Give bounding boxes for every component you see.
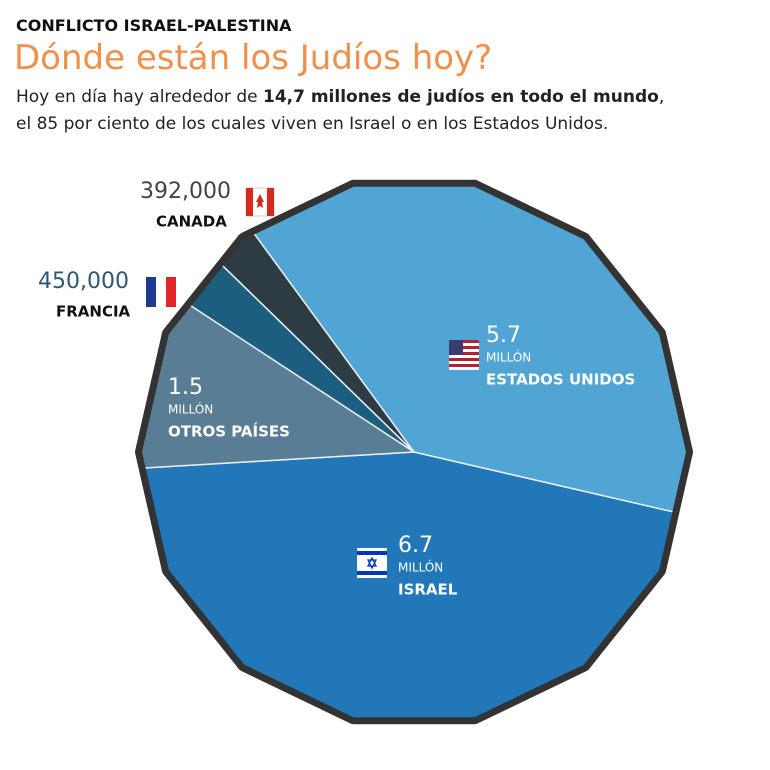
subtitle-bold: 14,7 millones de judíos en todo el mundo xyxy=(262,87,659,107)
unit-label: MILLÓN xyxy=(486,350,531,365)
subtitle-text: , xyxy=(658,87,665,107)
flag-canada xyxy=(245,187,275,217)
value-label: 1.5 xyxy=(168,375,203,400)
headline: Dónde están los Judíos hoy? xyxy=(14,38,493,78)
category-label: ISRAEL xyxy=(398,581,458,599)
value-label: 392,000 xyxy=(140,179,231,204)
value-label: 6.7 xyxy=(398,533,433,558)
value-label: 450,000 xyxy=(38,269,129,294)
flag-israel xyxy=(357,548,387,578)
value-label: 5.7 xyxy=(486,323,521,348)
category-label: CANADA xyxy=(156,213,227,231)
flag-usa xyxy=(449,340,479,370)
category-label: ESTADOS UNIDOS xyxy=(486,371,635,389)
category-label: FRANCIA xyxy=(56,303,131,321)
subtitle-text: el 85 por ciento de los cuales viven en … xyxy=(16,114,609,134)
unit-label: MILLÓN xyxy=(398,560,443,575)
category-label: OTROS PAÍSES xyxy=(168,422,290,441)
subtitle-text: Hoy en día hay alrededor de xyxy=(16,87,263,107)
subtitle: Hoy en día hay alrededor de 14,7 millone… xyxy=(16,84,756,138)
slice xyxy=(142,451,686,718)
slice xyxy=(176,186,686,543)
slices xyxy=(142,186,686,718)
unit-label: MILLÓN xyxy=(168,402,213,417)
slice xyxy=(142,231,417,477)
labels: 6.7 MILLÓN ISRAEL 1.5 MILLÓN OTROS PAÍSES 450,… xyxy=(38,179,635,599)
flag-france xyxy=(146,277,176,307)
kicker: CONFLICTO ISRAEL-PALESTINA xyxy=(16,16,292,35)
